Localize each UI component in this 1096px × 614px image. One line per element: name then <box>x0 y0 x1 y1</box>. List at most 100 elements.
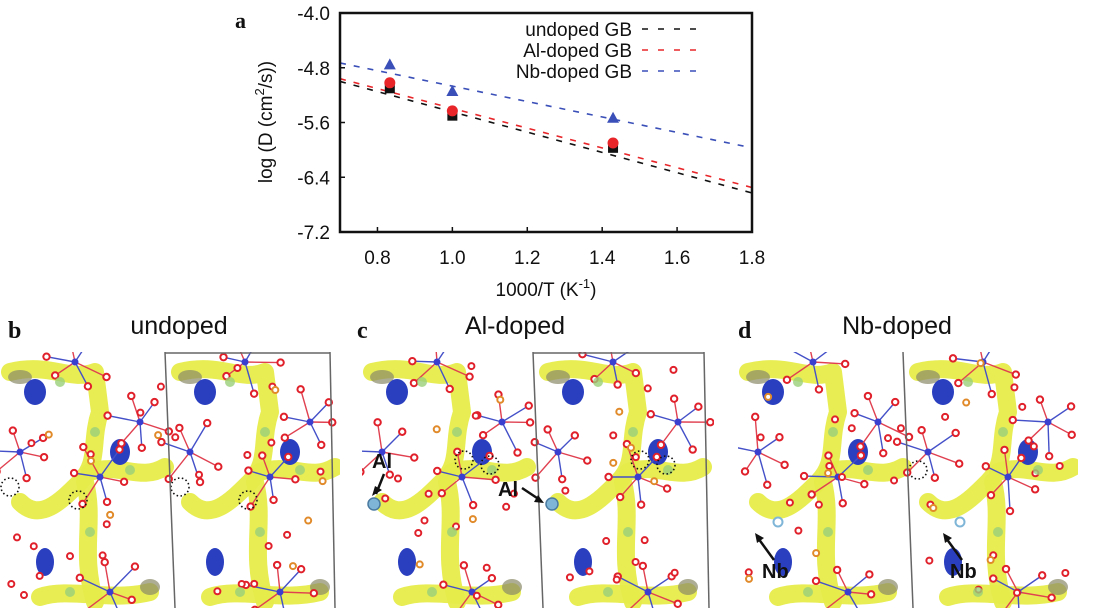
la-atom <box>154 431 163 440</box>
y-axis-label-main: log (D (cm <box>256 96 277 184</box>
oxygen-atom <box>410 453 419 462</box>
oxygen-atom <box>471 411 480 420</box>
data-points <box>383 58 620 153</box>
oxygen-atom <box>7 579 16 588</box>
oxygen-atom <box>987 389 996 399</box>
oxygen-atom <box>433 466 442 476</box>
bond <box>250 476 271 507</box>
oxygen-atom <box>258 451 267 460</box>
bond <box>283 416 311 423</box>
bond <box>73 472 101 478</box>
oxygen-atom <box>485 451 494 461</box>
isosurface-channel <box>393 583 521 606</box>
oxygen-atom <box>467 362 476 371</box>
x-tick-label: 1.4 <box>589 248 616 269</box>
oxygen-atom <box>283 530 292 539</box>
oxygen-atom <box>1061 568 1070 577</box>
oxygen-atom <box>219 352 228 362</box>
bond <box>501 421 519 453</box>
oxygen-atom <box>272 560 282 570</box>
metal-density-blob <box>386 379 408 405</box>
oxygen-atom <box>1067 430 1076 440</box>
bond <box>81 476 101 505</box>
isosurface-channel <box>171 360 279 520</box>
oxygen-atom <box>831 415 840 424</box>
x-ticks: 0.8 1.0 1.2 1.4 1.6 1.8 <box>364 227 765 269</box>
oxygen-atom <box>1044 451 1054 461</box>
fit-lines <box>339 62 753 194</box>
oxygen-atom <box>267 438 276 447</box>
lithium-atom <box>65 587 75 597</box>
oxygen-atom <box>860 479 869 489</box>
oxygen-atom <box>102 497 112 507</box>
highlight-ring <box>656 455 676 475</box>
structure-image-nb-doped: Nb Nb <box>738 352 1078 608</box>
metal-atom <box>634 473 642 481</box>
arrow-head-icon <box>943 533 952 543</box>
bond <box>189 451 219 468</box>
la-atom <box>432 425 441 434</box>
bond <box>811 476 839 496</box>
oxygen-atom <box>1030 485 1040 494</box>
oxygen-atom <box>570 431 580 440</box>
oxygen-atom <box>164 474 173 484</box>
isosurface-channel <box>31 583 159 606</box>
oxygen-atom <box>890 476 899 485</box>
bond <box>269 476 296 480</box>
oxygen-atom <box>631 368 641 378</box>
bond <box>647 575 673 593</box>
structure-image-al-doped: Al Al <box>362 352 714 608</box>
bond <box>178 427 191 453</box>
y-tick-label: -4.0 <box>297 4 330 25</box>
oxygen-atom <box>989 574 998 583</box>
oxygen-atom <box>706 418 714 427</box>
oxygen-atom <box>482 563 491 572</box>
oxygen-atom <box>524 401 533 410</box>
oxygen-atom <box>863 391 873 401</box>
bond <box>284 421 311 439</box>
metal-atom <box>106 588 114 596</box>
panel-title-nb-doped: Nb-doped <box>842 312 952 340</box>
metal-atom <box>498 418 506 426</box>
lithium-atom <box>255 527 265 537</box>
bond <box>477 414 503 423</box>
la-atom <box>626 443 635 452</box>
bond <box>244 352 252 363</box>
oxygen-atom <box>891 397 900 407</box>
lithium-atom <box>998 427 1008 437</box>
bond <box>441 476 463 494</box>
lithium-atom <box>793 377 803 387</box>
bond <box>754 416 759 453</box>
la-atom <box>318 477 327 486</box>
oxygen-atom <box>609 431 618 440</box>
oxygen-atom <box>393 474 402 483</box>
oxygen-atom <box>27 439 36 448</box>
oxygen-atom <box>856 442 865 451</box>
bond <box>1017 591 1052 599</box>
oxygen-atom <box>1000 445 1009 455</box>
oxygen-atom <box>439 580 448 589</box>
legend-label: undoped GB <box>525 20 632 41</box>
isosurface-channel <box>201 583 329 606</box>
oxygen-atom <box>557 474 567 484</box>
la-atom <box>976 359 985 368</box>
lithium-atom <box>623 527 633 537</box>
oxygen-atom <box>251 605 259 608</box>
isosurface-channel <box>438 473 466 608</box>
bond <box>757 451 785 466</box>
al-atom <box>545 497 559 511</box>
oxygen-atom <box>941 412 950 421</box>
bond <box>0 450 21 453</box>
oxygen-atom <box>22 473 31 483</box>
bond <box>276 564 281 593</box>
bond <box>793 352 814 363</box>
highlight-ring <box>480 455 500 475</box>
bond <box>501 405 530 423</box>
bond <box>376 422 383 453</box>
metal-atom <box>71 358 79 366</box>
oxygen-atom <box>385 470 394 479</box>
oxygen-atom <box>316 467 325 476</box>
bond <box>738 447 759 453</box>
highlight-ring <box>238 490 258 510</box>
highlight-ring <box>170 477 190 497</box>
